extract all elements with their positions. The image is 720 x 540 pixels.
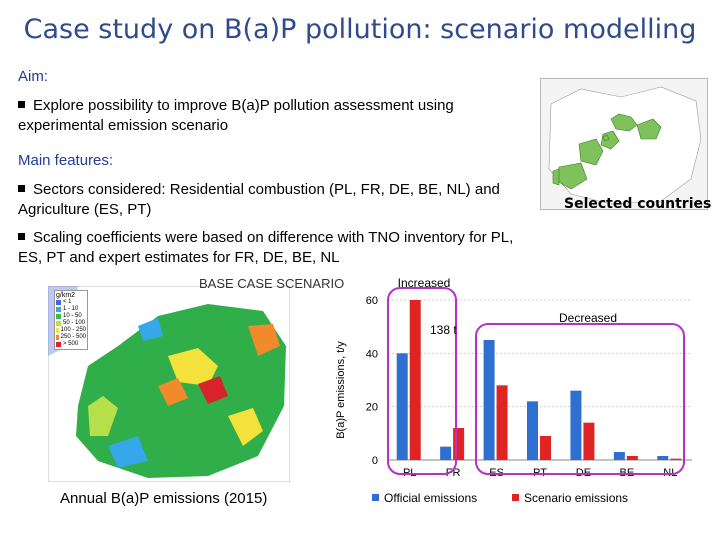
- legend-label: Scenario emissions: [524, 491, 628, 505]
- bar-fr-official: [440, 446, 452, 460]
- bar-nl-scenario: [670, 458, 682, 460]
- y-tick-label: 20: [366, 402, 378, 414]
- legend-swatch: [372, 494, 379, 501]
- map-legend-label: 1 - 10: [63, 306, 79, 312]
- map-legend-label: 250 - 500: [60, 334, 86, 340]
- map-legend-row: 50 - 100: [56, 320, 86, 327]
- bar-be-scenario: [626, 456, 638, 460]
- bar-be-official: [613, 452, 625, 460]
- legend-swatch: [512, 494, 519, 501]
- decreased-label: Decreased: [559, 311, 617, 325]
- bullet-square-icon: [18, 233, 25, 240]
- europe-outline-map: [541, 79, 707, 209]
- bar-es-official: [483, 340, 495, 460]
- y-tick-label: 40: [366, 348, 378, 360]
- map-legend-row: > 500: [56, 341, 86, 348]
- map-legend-label: 100 - 250: [60, 327, 86, 333]
- chart-y-ticks: 0 20 40 60: [366, 295, 378, 467]
- main-features-heading: Main features:: [18, 152, 114, 169]
- map-legend-swatch: [56, 328, 59, 333]
- map-legend-label: 50 - 100: [63, 320, 86, 326]
- bar-nl-official: [657, 456, 669, 460]
- bar-de-official: [570, 390, 582, 460]
- feature-bullet-2-text: Scaling coefficients were based on diffe…: [18, 229, 514, 266]
- feature-bullet-2: Scaling coefficients were based on diffe…: [18, 228, 538, 268]
- chart-legend: Official emissions Scenario emissions: [372, 491, 628, 505]
- bar-de-scenario: [583, 422, 595, 460]
- map-legend-swatch: [56, 314, 61, 319]
- feature-bullet-1: Sectors considered: Residential combusti…: [18, 180, 518, 220]
- bar-pt-scenario: [540, 436, 551, 460]
- selected-countries-label: Selected countries: [564, 196, 712, 212]
- bar-es-scenario: [496, 385, 508, 460]
- bar-pl-official: [396, 353, 408, 460]
- amount-annotation: 138 t: [430, 323, 457, 337]
- map-legend-row: < 1: [56, 299, 86, 306]
- map-legend-swatch: [56, 300, 61, 305]
- bar-fr-scenario: [453, 428, 465, 460]
- scenario-overlay-label: BASE CASE SCENARIO: [199, 276, 345, 291]
- map-legend-swatch: [56, 307, 61, 312]
- map-legend-label: < 1: [63, 299, 72, 305]
- legend-label: Official emissions: [384, 491, 477, 505]
- map-legend-row: 10 - 50: [56, 313, 86, 320]
- increased-highlight-box: [387, 287, 457, 475]
- chart-x-ticks: PL FR ES PT DE BE NL: [403, 467, 677, 479]
- map-legend-row: 1 - 10: [56, 306, 86, 313]
- aim-bullet-text: Explore possibility to improve B(a)P pol…: [18, 97, 454, 134]
- map-legend-unit: g/km2: [56, 292, 76, 299]
- map-legend-row: 100 - 250: [56, 327, 86, 334]
- increased-label: Increased: [398, 276, 451, 290]
- map-legend-row: 250 - 500: [56, 334, 86, 341]
- decreased-highlight-box: [475, 323, 685, 475]
- y-tick-label: 60: [366, 295, 378, 307]
- map-legend-swatch: [56, 321, 61, 326]
- feature-bullet-1-text: Sectors considered: Residential combusti…: [18, 181, 500, 218]
- selected-countries-map: [540, 78, 708, 210]
- aim-bullet: Explore possibility to improve B(a)P pol…: [18, 96, 518, 136]
- chart-bars: [396, 300, 682, 460]
- map-caption: Annual B(a)P emissions (2015): [60, 490, 268, 507]
- map-legend-swatch: [56, 342, 61, 347]
- bar-pt-official: [527, 401, 538, 460]
- chart-y-axis-label: B(a)P emissions, t/y: [335, 341, 347, 439]
- bar-pl-scenario: [409, 300, 421, 460]
- bullet-square-icon: [18, 101, 25, 108]
- map-legend-swatch: [56, 335, 59, 340]
- page-title: Case study on B(a)P pollution: scenario …: [23, 14, 697, 45]
- bullet-square-icon: [18, 185, 25, 192]
- map-legend-label: > 500: [63, 341, 79, 347]
- y-tick-label: 0: [372, 455, 378, 467]
- emissions-bar-chart: 0 20 40 60 PL FR ES PT DE BE NL B(a)P emissions, …: [335, 276, 692, 505]
- x-tick-label: FR: [446, 467, 461, 479]
- map-legend-label: 10 - 50: [63, 313, 82, 319]
- aim-heading: Aim:: [18, 68, 48, 85]
